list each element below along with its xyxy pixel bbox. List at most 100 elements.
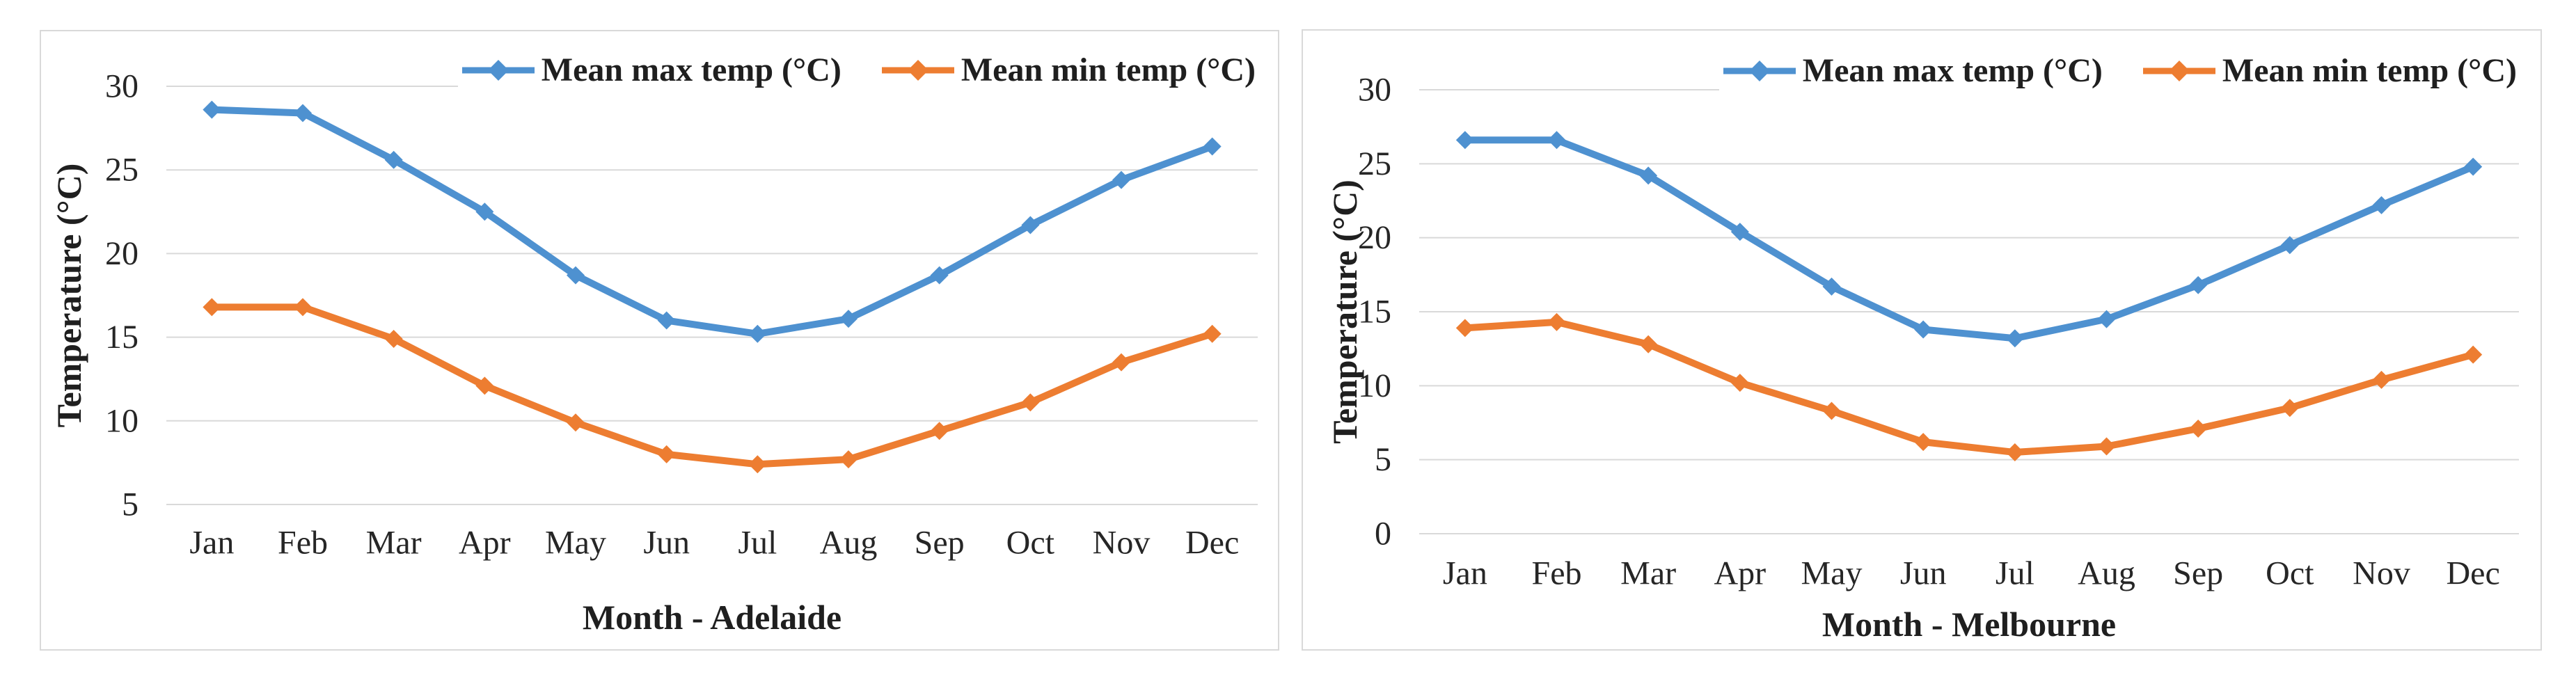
x-axis-title: Month - Melbourne <box>1822 605 2116 644</box>
x-tick-label: Jun <box>643 525 690 562</box>
data-point-marker <box>2280 236 2299 255</box>
legend-label-mean-min: Mean min temp (°C) <box>2222 52 2517 89</box>
y-tick-label: 15 <box>1358 294 1391 331</box>
x-tick-label: Jun <box>1900 555 1947 592</box>
legend-melbourne: Mean max temp (°C) Mean min temp (°C) <box>1718 50 2520 91</box>
data-point-marker <box>1547 131 1566 150</box>
series-line <box>1461 136 2477 342</box>
data-point-marker <box>384 330 403 349</box>
x-tick-label: May <box>1801 555 1863 592</box>
data-point-marker <box>1021 216 1040 234</box>
data-point-marker <box>2372 196 2391 214</box>
x-tick-label: Dec <box>1185 525 1239 562</box>
legend-marker-mean-min-icon <box>881 59 954 81</box>
melbourne-chart-plot: 30 25 20 15 10 5 0 Jan Feb Mar Apr May Jun Jul Aug Sep O… <box>1325 72 2519 644</box>
data-point-marker <box>567 266 585 285</box>
data-point-marker <box>1203 324 1222 343</box>
x-tick-label: Apr <box>459 525 511 562</box>
x-tick-label: Jul <box>738 525 777 562</box>
data-point-marker <box>475 202 494 221</box>
data-point-marker <box>1112 353 1130 372</box>
y-axis-title: Temperature (°C) <box>1325 180 1364 444</box>
data-point-marker <box>203 100 221 119</box>
data-point-marker <box>657 311 676 330</box>
series-line <box>208 303 1216 468</box>
data-point-marker <box>2372 370 2391 389</box>
adelaide-chart-plot: 30 25 20 15 10 5 Jan Feb Mar Apr May Jun Jul Aug Sep Oc… <box>49 68 1258 637</box>
x-tick-label: Aug <box>820 525 878 562</box>
data-point-marker <box>1822 277 1841 296</box>
x-tick-label: Nov <box>1093 525 1151 562</box>
x-tick-label: Aug <box>2078 555 2135 592</box>
y-tick-label: 15 <box>105 319 139 356</box>
data-point-marker <box>475 376 494 395</box>
x-tick-label: Feb <box>278 525 328 562</box>
data-point-marker <box>1203 137 1222 156</box>
y-tick-label: 0 <box>1375 516 1391 552</box>
legend-marker-mean-max-icon <box>461 59 535 81</box>
y-axis-title: Temperature (°C) <box>49 164 88 428</box>
data-point-marker <box>2189 276 2208 294</box>
x-tick-label: Apr <box>1714 555 1767 592</box>
x-tick-label: Jan <box>189 525 234 562</box>
data-point-marker <box>1455 319 1474 337</box>
data-point-marker <box>1730 223 1749 241</box>
y-tick-label: 25 <box>105 152 139 189</box>
data-point-marker <box>1914 320 1933 339</box>
data-point-marker <box>203 298 221 317</box>
data-point-marker <box>839 450 858 469</box>
data-point-marker <box>839 310 858 328</box>
y-tick-label: 20 <box>1358 219 1391 256</box>
y-tick-label: 30 <box>1358 72 1391 109</box>
data-point-marker <box>294 104 312 122</box>
data-point-marker <box>930 266 949 285</box>
x-tick-label: Oct <box>1006 525 1055 562</box>
chart-panel-melbourne: 30 25 20 15 10 5 0 Jan Feb Mar Apr May Jun Jul Aug Sep O… <box>1302 29 2542 651</box>
series-line <box>1461 318 2477 456</box>
x-tick-label: Jan <box>1443 555 1487 592</box>
legend-item-mean-max: Mean max temp (°C) <box>1722 51 2103 90</box>
data-point-marker <box>2189 420 2208 438</box>
data-point-marker <box>2464 157 2483 176</box>
y-tick-label: 30 <box>105 68 139 105</box>
data-point-marker <box>2097 310 2116 328</box>
y-tick-label: 10 <box>1358 367 1391 404</box>
legend-item-mean-min: Mean min temp (°C) <box>880 51 1256 89</box>
legend-item-mean-min: Mean min temp (°C) <box>2142 51 2517 90</box>
legend-label-mean-max: Mean max temp (°C) <box>1802 52 2103 89</box>
x-tick-label: Sep <box>915 525 965 562</box>
legend-marker-mean-max-icon <box>1723 60 1796 81</box>
data-point-marker <box>657 445 676 463</box>
data-point-marker <box>384 150 403 169</box>
data-point-marker <box>748 324 767 343</box>
data-point-marker <box>1021 393 1040 412</box>
x-tick-label: Jul <box>1996 555 2034 592</box>
data-point-marker <box>2097 437 2116 456</box>
x-tick-label: Oct <box>2266 555 2314 592</box>
x-axis-title: Month - Adelaide <box>583 598 841 637</box>
legend-label-mean-min: Mean min temp (°C) <box>961 51 1256 88</box>
x-tick-label: Mar <box>366 525 422 562</box>
data-point-marker <box>1730 374 1749 392</box>
data-point-marker <box>930 422 949 440</box>
data-point-marker <box>2464 345 2483 364</box>
y-tick-label: 5 <box>122 486 139 523</box>
legend-label-mean-max: Mean max temp (°C) <box>541 51 841 88</box>
y-tick-label: 5 <box>1375 441 1391 478</box>
data-point-marker <box>1639 335 1658 353</box>
x-tick-label: Dec <box>2447 555 2500 592</box>
legend-marker-mean-min-icon <box>2142 60 2215 81</box>
x-tick-label: Nov <box>2353 555 2410 592</box>
data-point-marker <box>1914 433 1933 452</box>
x-tick-label: Sep <box>2173 555 2223 592</box>
data-point-marker <box>1639 166 1658 185</box>
y-tick-label: 10 <box>105 402 139 439</box>
data-point-marker <box>1822 401 1841 420</box>
x-tick-label: Mar <box>1620 555 1676 592</box>
data-point-marker <box>1455 131 1474 150</box>
y-tick-label: 25 <box>1358 145 1391 182</box>
chart-panel-adelaide: 30 25 20 15 10 5 Jan Feb Mar Apr May Jun Jul Aug Sep Oc… <box>40 30 1279 651</box>
data-point-marker <box>294 298 312 317</box>
data-point-marker <box>748 455 767 474</box>
data-point-marker <box>1547 312 1566 331</box>
